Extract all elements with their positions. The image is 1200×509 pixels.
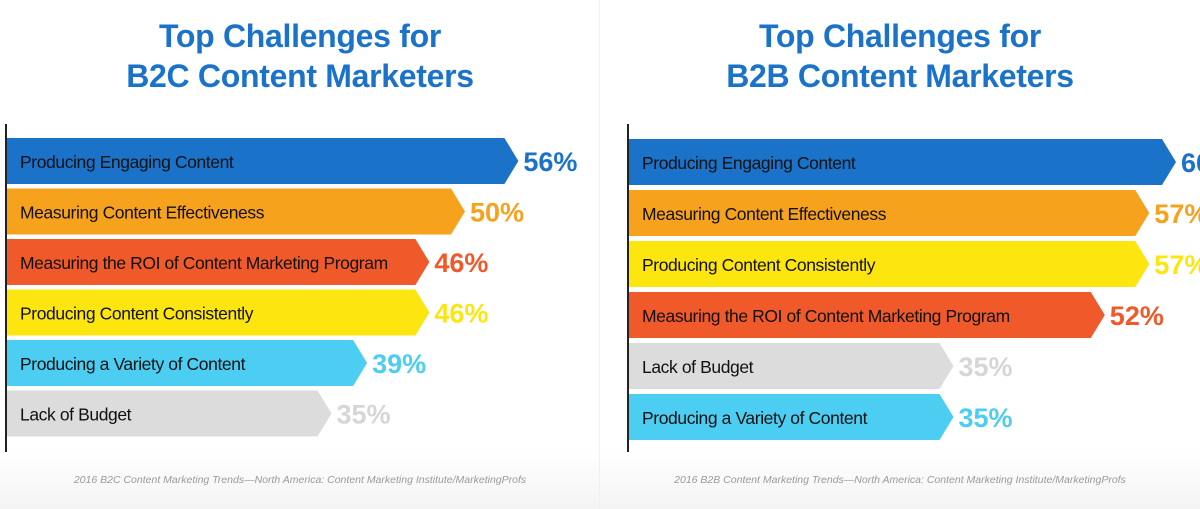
b2c-bar-label-2: Measuring Content Effectiveness [20, 203, 265, 223]
b2c-value-label-1: 56% [523, 147, 577, 177]
b2b-bar-4 [628, 292, 1105, 338]
b2c-bar-label-6: Lack of Budget [20, 405, 132, 425]
b2c-chart-panel: Top Challenges for B2C Content Marketers… [0, 0, 600, 509]
b2c-bar-5 [6, 340, 368, 386]
b2b-bar-1 [628, 139, 1176, 185]
b2b-bar-label-5: Lack of Budget [642, 357, 754, 377]
b2b-value-label-6: 35% [959, 403, 1013, 433]
b2c-value-label-3: 46% [434, 248, 488, 278]
b2c-title-line-1: Top Challenges for [158, 18, 442, 54]
b2c-source-note: 2016 B2C Content Marketing Trends—North … [73, 474, 527, 486]
b2b-value-label-5: 35% [959, 352, 1013, 382]
b2b-bar-chart: Producing Engaging Content 60% Measuring C… [627, 124, 1200, 452]
b2c-value-label-2: 50% [470, 198, 524, 228]
b2c-bar-6 [6, 390, 332, 437]
b2b-bar-label-4: Measuring the ROI of Content Marketing P… [642, 306, 1010, 326]
b2c-bar-4 [6, 289, 430, 336]
b2c-bar-1 [6, 138, 519, 184]
b2b-value-label-2: 57% [1154, 199, 1200, 229]
b2b-title-line-1: Top Challenges for [758, 18, 1042, 54]
b2c-bar-label-5: Producing a Variety of Content [20, 354, 246, 374]
b2c-bar-label-3: Measuring the ROI of Content Marketing P… [20, 253, 388, 273]
b2b-value-label-4: 52% [1110, 301, 1164, 331]
b2b-source-note: 2016 B2B Content Marketing Trends—North … [674, 474, 1126, 486]
b2b-bar-label-3: Producing Content Consistently [642, 255, 876, 275]
b2b-value-label-3: 57% [1154, 250, 1200, 280]
b2b-title-line-2: B2B Content Marketers [726, 58, 1074, 94]
b2b-bar-2 [628, 190, 1150, 236]
b2b-bar-6 [628, 394, 954, 440]
b2c-bar-2 [6, 188, 465, 235]
b2c-bar-label-4: Producing Content Consistently [20, 304, 254, 324]
b2c-bar-3 [6, 239, 430, 285]
b2b-bar-label-6: Producing a Variety of Content [642, 408, 868, 428]
b2b-bar-label-1: Producing Engaging Content [642, 153, 856, 173]
b2c-bar-chart: Producing Engaging Content 56% Measuring C… [5, 124, 577, 452]
b2c-value-label-6: 35% [337, 400, 391, 430]
b2b-value-label-1: 60% [1181, 148, 1200, 178]
b2b-chart-title: Top Challenges for B2B Content Marketers [600, 16, 1200, 96]
b2b-chart-panel: Top Challenges for B2B Content Marketers… [600, 0, 1200, 509]
b2b-bar-5 [628, 343, 954, 389]
b2c-title-line-2: B2C Content Marketers [126, 58, 474, 94]
b2b-bar-label-2: Measuring Content Effectiveness [642, 204, 887, 224]
b2c-chart-title: Top Challenges for B2C Content Marketers [0, 16, 600, 96]
b2b-bar-3 [628, 241, 1150, 287]
b2c-value-label-5: 39% [372, 349, 426, 379]
b2c-value-label-4: 46% [434, 299, 488, 329]
b2c-bar-label-1: Producing Engaging Content [20, 152, 234, 172]
